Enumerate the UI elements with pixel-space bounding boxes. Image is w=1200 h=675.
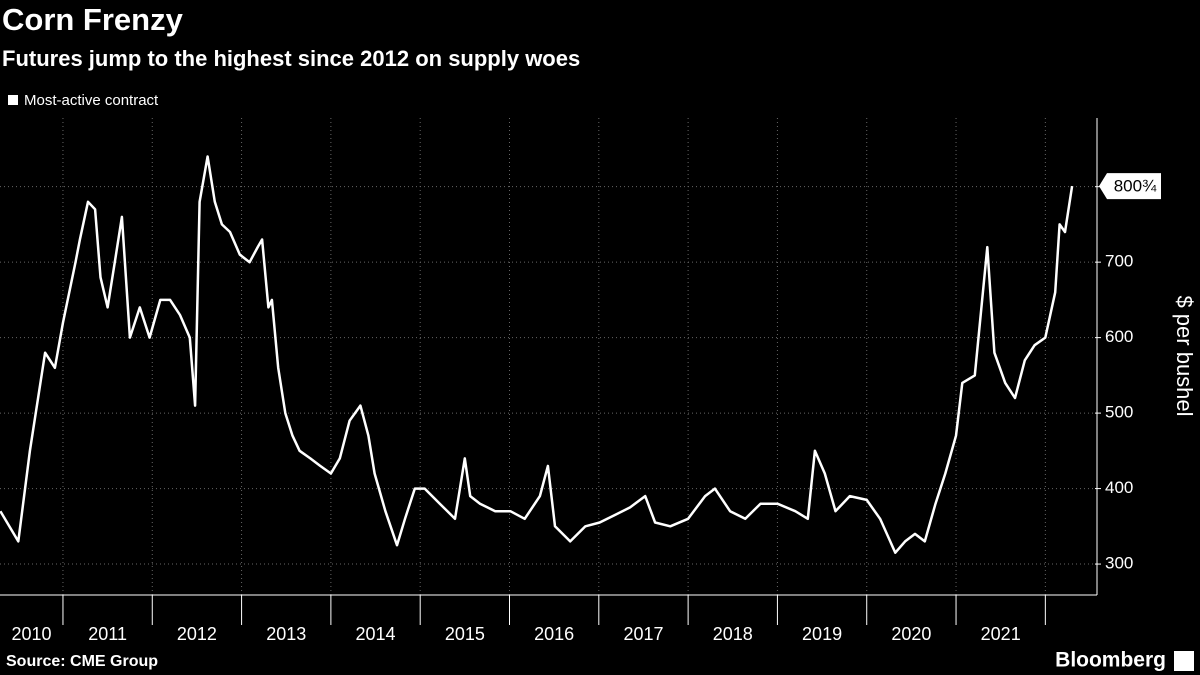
y-tick-label: 600 bbox=[1105, 327, 1133, 346]
y-axis-label: $ per bushel bbox=[1172, 295, 1197, 416]
x-tick-label: 2013 bbox=[266, 624, 306, 644]
chart-subtitle: Futures jump to the highest since 2012 o… bbox=[2, 46, 580, 71]
x-tick-label: 2015 bbox=[445, 624, 485, 644]
source: Source: CME Group bbox=[6, 653, 158, 670]
brand-icon bbox=[1174, 651, 1194, 671]
y-tick-label: 700 bbox=[1105, 252, 1133, 271]
x-tick-label: 2017 bbox=[623, 624, 663, 644]
y-tick-label: 400 bbox=[1105, 478, 1133, 497]
chart-title: Corn Frenzy bbox=[2, 2, 184, 37]
x-tick-label: 2020 bbox=[891, 624, 931, 644]
x-tick-label: 2014 bbox=[356, 624, 396, 644]
plot: 300 400 500 600 700 2010 2011 2012 2013 2014 2015 2… bbox=[0, 118, 1161, 644]
y-tick-label: 300 bbox=[1105, 554, 1133, 573]
x-tick-label: 2021 bbox=[981, 624, 1021, 644]
x-tick-label: 2016 bbox=[534, 624, 574, 644]
y-tick-label: 500 bbox=[1105, 403, 1133, 422]
x-tick-label: 2010 bbox=[11, 624, 51, 644]
legend-label: Most-active contract bbox=[24, 92, 159, 109]
x-tick-label: 2012 bbox=[177, 624, 217, 644]
line bbox=[0, 155, 1074, 554]
x-tick-label: 2011 bbox=[88, 624, 127, 644]
x-tick-label: 2019 bbox=[802, 624, 842, 644]
x-tick-label: 2018 bbox=[713, 624, 753, 644]
legend-swatch bbox=[8, 95, 18, 105]
brand: Bloomberg bbox=[1055, 649, 1166, 672]
end-label: 800¾ bbox=[1114, 177, 1157, 196]
end-label-box bbox=[1099, 173, 1161, 200]
